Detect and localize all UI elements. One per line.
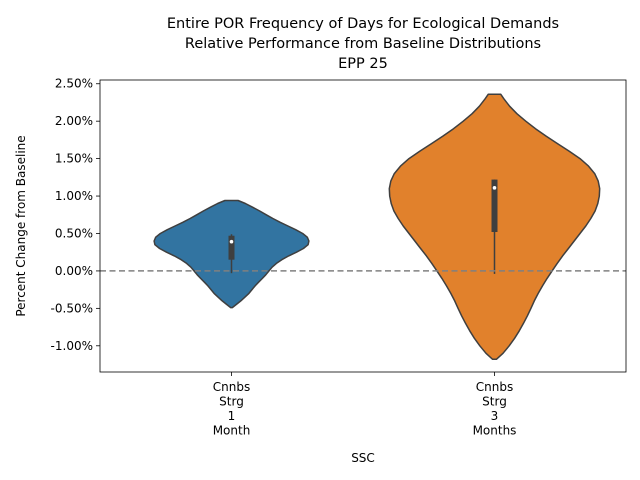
x-tick-label-line: Cnnbs: [213, 380, 250, 394]
plot-frame: [99, 79, 627, 373]
y-tick-label: 0.00%: [55, 264, 93, 278]
y-tick-label: -0.50%: [51, 301, 93, 315]
x-tick-label-line: 1: [228, 409, 236, 423]
chart-title-line-2: Relative Performance from Baseline Distr…: [185, 36, 541, 52]
y-axis-label: Percent Change from Baseline: [14, 135, 28, 316]
x-tick-label: Cnnbs Strg 3 Months: [473, 380, 517, 438]
y-tick-label: -1.00%: [51, 339, 93, 353]
x-tick-label-line: Strg: [219, 395, 244, 409]
iqr-box: [228, 235, 235, 260]
x-tick-label-line: Cnnbs: [476, 380, 513, 394]
chart-title-line-3: EPP 25: [338, 56, 388, 72]
x-tick-label-line: 3: [491, 409, 499, 423]
y-axis: -1.00% -0.50% 0.00% 0.50% 1.00% 1.50% 2.00% 2.5…: [51, 77, 100, 353]
x-tick-label: Cnnbs Strg 1 Month: [213, 380, 251, 438]
violin-series: [153, 93, 601, 361]
x-tick-label-line: Months: [473, 424, 517, 438]
chart-title: Entire POR Frequency of Days for Ecologi…: [167, 16, 559, 72]
x-tick-label-line: Month: [213, 424, 251, 438]
y-tick-label: 2.50%: [55, 77, 93, 91]
median-point: [229, 239, 234, 244]
iqr-box: [491, 179, 498, 232]
y-tick-label: 1.00%: [55, 189, 93, 203]
x-axis-label: SSC: [351, 451, 375, 465]
y-tick-label: 0.50%: [55, 226, 93, 240]
y-tick-label: 1.50%: [55, 152, 93, 166]
median-point: [492, 186, 497, 190]
x-tick-label-line: Strg: [482, 395, 507, 409]
y-tick-label: 2.00%: [55, 114, 93, 128]
chart-title-line-1: Entire POR Frequency of Days for Ecologi…: [167, 16, 559, 32]
